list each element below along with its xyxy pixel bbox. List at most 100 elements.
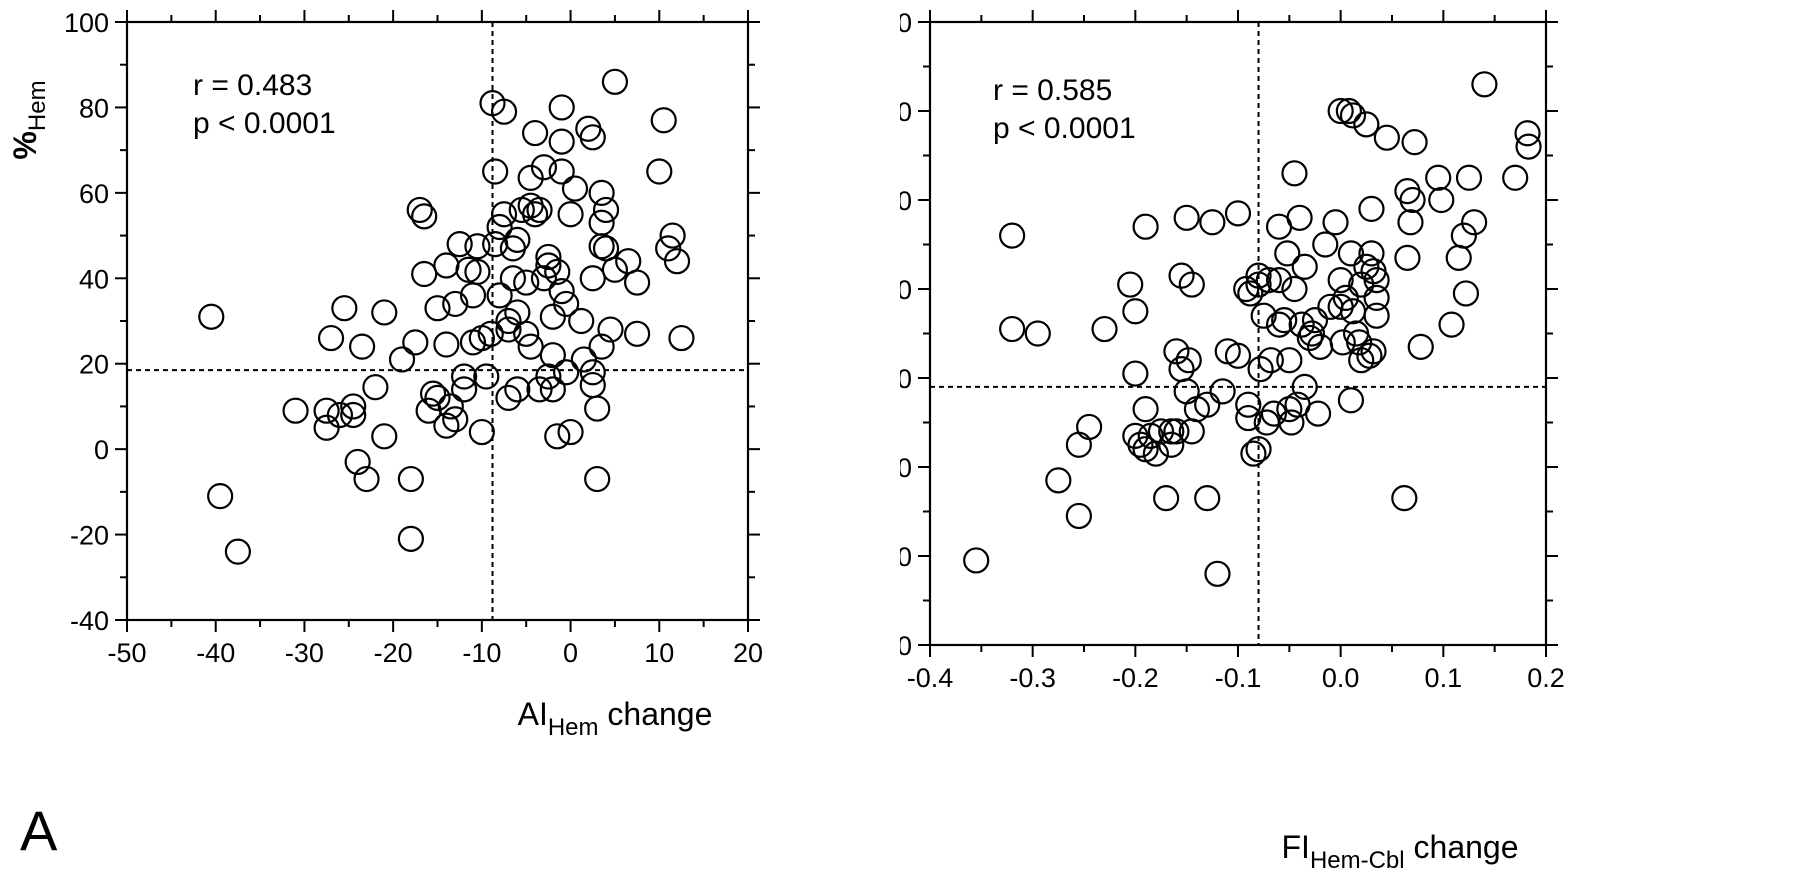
data-point: [624, 320, 651, 347]
data-point: [1327, 97, 1354, 125]
data-point: [1291, 253, 1318, 280]
data-point: [663, 248, 691, 275]
data-point: [1065, 502, 1092, 530]
data-point: [1335, 97, 1362, 125]
data-point: [348, 333, 376, 360]
data-point: [1304, 400, 1332, 427]
data-point: [1127, 431, 1154, 458]
x-tick-label: 0.2: [1527, 663, 1565, 693]
data-point: [1288, 311, 1315, 338]
data-point: [1274, 240, 1301, 267]
x-tick-label: 0.0: [1322, 663, 1360, 693]
data-point: [1271, 307, 1298, 334]
data-point: [624, 269, 651, 296]
data-point: [1373, 124, 1400, 151]
data-point: [1163, 418, 1190, 445]
data-point: [1391, 485, 1418, 512]
y-tick-label: 60: [79, 179, 109, 209]
data-point: [963, 547, 990, 574]
data-point: [1452, 280, 1480, 307]
data-point: [579, 265, 606, 292]
y-tick-label: 100: [900, 8, 912, 38]
data-point: [1247, 356, 1274, 383]
y-tick-label: 0: [94, 435, 109, 465]
data-point: [1327, 267, 1354, 294]
y-tick-label: 20: [900, 364, 912, 394]
data-point: [1173, 204, 1200, 231]
data-point: [1278, 409, 1305, 436]
data-point: [526, 196, 553, 224]
data-point: [1255, 267, 1282, 294]
data-point: [340, 401, 367, 429]
data-point: [397, 525, 424, 552]
data-point: [1199, 209, 1226, 236]
data-point: [1158, 431, 1185, 458]
data-point: [1132, 213, 1159, 240]
data-point: [326, 401, 354, 429]
data-point: [539, 376, 566, 403]
data-point: [388, 346, 416, 373]
data-point: [1329, 329, 1356, 356]
x-tick-label: -0.3: [1009, 663, 1056, 693]
data-point: [588, 179, 615, 206]
data-point: [1514, 120, 1541, 147]
data-point: [588, 333, 615, 360]
data-point: [424, 295, 451, 322]
data-point: [655, 235, 682, 262]
data-point: [1358, 195, 1385, 222]
data-point: [1312, 231, 1339, 258]
data-point: [601, 256, 629, 283]
data-point: [592, 196, 620, 224]
data-point: [442, 290, 469, 318]
y-tick-label: 80: [900, 97, 912, 127]
data-point: [437, 393, 464, 420]
data-point: [1224, 342, 1252, 369]
data-point: [473, 363, 500, 390]
data-point: [1363, 302, 1390, 329]
data-point: [446, 231, 473, 258]
data-point: [1224, 200, 1252, 227]
data-point: [1265, 267, 1293, 294]
data-point: [1091, 315, 1118, 343]
data-point: [1322, 209, 1349, 236]
data-point: [282, 397, 309, 424]
data-point: [1298, 320, 1326, 347]
x-tick-label: 0.1: [1425, 663, 1463, 693]
data-point: [1209, 378, 1236, 405]
data-point: [535, 363, 562, 390]
data-point: [1356, 342, 1383, 369]
data-point: [517, 333, 544, 360]
y-tick-label: -20: [900, 542, 912, 572]
scatter-plot-b: -0.4 -0.3 -0.2 -0.1 0.0 0.1 0.2 -40 -20 0 20 40 60 80…: [900, 8, 1565, 874]
data-point: [1425, 164, 1452, 191]
data-point: [588, 233, 615, 260]
data-point: [433, 412, 460, 439]
data-point: [553, 359, 580, 386]
data-point: [1153, 485, 1180, 512]
x-tick-label: -20: [374, 638, 413, 668]
data-point: [513, 320, 540, 347]
x-axis-title: AIHem change: [518, 696, 713, 741]
data-point: [1194, 485, 1221, 512]
data-point: [1394, 244, 1421, 271]
data-point: [1132, 396, 1159, 423]
data-point: [1450, 222, 1477, 249]
data-point: [1360, 338, 1387, 365]
data-point: [1281, 160, 1308, 187]
data-point: [650, 107, 677, 134]
data-point: [1445, 244, 1472, 271]
data-point: [371, 299, 398, 326]
data-point: [1122, 298, 1149, 325]
data-point: [1353, 253, 1380, 280]
data-point: [1281, 275, 1308, 303]
data-point: [1515, 133, 1542, 160]
data-point: [601, 68, 629, 95]
data-point: [482, 231, 509, 258]
data-point: [353, 465, 380, 493]
data-point: [526, 376, 553, 403]
data-point: [570, 346, 597, 373]
data-point: [999, 315, 1026, 343]
data-point: [1307, 333, 1334, 360]
data-point: [1461, 209, 1488, 236]
data-point: [588, 209, 615, 236]
